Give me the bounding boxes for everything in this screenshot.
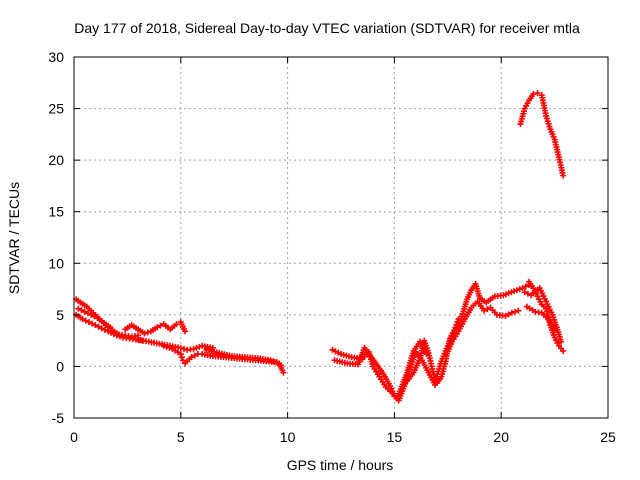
trace-marker: [95, 323, 102, 330]
data-point: [179, 357, 186, 364]
data-point: [160, 342, 167, 349]
y-tick-label: 20: [48, 152, 64, 168]
trace-marker: [84, 310, 91, 317]
data-point: [190, 345, 197, 352]
trace-marker: [273, 359, 280, 366]
trace-marker: [157, 322, 164, 329]
x-tick-label: 25: [600, 429, 616, 445]
data-point: [515, 307, 522, 314]
data-point: [558, 338, 565, 345]
trace-marker: [91, 313, 98, 320]
trace-marker: [89, 320, 96, 327]
trace-marker: [166, 344, 173, 351]
trace-marker: [144, 329, 151, 336]
trace-marker: [82, 317, 89, 324]
trace-marker: [270, 358, 277, 365]
series-rise-b: [442, 298, 522, 360]
data-point: [98, 325, 105, 332]
data-point: [560, 347, 567, 354]
trace-marker: [505, 311, 512, 318]
trace-marker: [196, 343, 203, 350]
data-point: [519, 285, 526, 292]
data-point: [75, 305, 82, 312]
data-point: [511, 288, 518, 295]
data-point: [79, 315, 86, 322]
y-tick-label: 0: [56, 358, 64, 374]
data-point: [429, 368, 436, 375]
x-tick-label: 20: [493, 429, 509, 445]
data-point: [177, 351, 184, 358]
data-point: [113, 332, 120, 339]
y-tick-label: 30: [48, 49, 64, 65]
x-axis-label: GPS time / hours: [287, 457, 394, 473]
data-point: [508, 309, 515, 316]
data-point: [154, 324, 161, 331]
series-rise-a: [431, 280, 532, 385]
data-point: [267, 357, 274, 364]
data-point: [280, 369, 287, 376]
chart-title: Day 177 of 2018, Sidereal Day-to-day VTE…: [74, 20, 580, 36]
data-point: [521, 289, 528, 296]
trace-marker: [513, 287, 520, 294]
data-point: [107, 324, 114, 331]
y-axis-label: SDTVAR / TECUs: [6, 182, 22, 294]
data-point: [81, 308, 88, 315]
trace-marker: [116, 333, 123, 340]
trace-marker: [193, 344, 200, 351]
plot-frame: [73, 56, 609, 419]
data-point: [188, 354, 195, 361]
grid: [74, 57, 608, 418]
series-late-b: [521, 285, 565, 345]
trace-marker: [191, 352, 198, 359]
data-point: [85, 319, 92, 326]
x-tick-label: 5: [177, 429, 185, 445]
series-morning-flat: [135, 336, 216, 353]
x-tick-label: 10: [280, 429, 296, 445]
trace-marker: [522, 283, 529, 290]
y-tick-label: 25: [48, 101, 64, 117]
trace-marker: [181, 345, 188, 352]
trace-marker: [178, 354, 185, 361]
data-point: [481, 307, 488, 314]
data-point: [141, 330, 148, 337]
y-tick-label: 10: [48, 255, 64, 271]
trace-marker: [516, 286, 523, 293]
data-point: [92, 322, 99, 329]
trace-marker: [101, 326, 108, 333]
trace-marker: [524, 290, 531, 297]
x-tick-label: 15: [387, 429, 403, 445]
trace-marker: [512, 308, 519, 315]
data-point: [551, 327, 558, 334]
y-tick-label: -5: [52, 410, 65, 426]
data-point: [173, 321, 180, 328]
trace-marker: [484, 306, 491, 313]
series-early-lower: [73, 311, 146, 344]
data-point: [534, 90, 541, 97]
tick-labels: 0 5 10 15 20 25 -5 0 5 10 15 20 25 30: [48, 49, 616, 445]
data-point: [530, 91, 537, 98]
data-points: [73, 90, 567, 404]
series-late-high: [517, 90, 567, 179]
y-tick-label: 15: [48, 204, 64, 220]
series-mid-trail-b: [203, 346, 287, 376]
data-point: [209, 344, 216, 351]
trace-marker: [78, 307, 85, 314]
trace-marker: [163, 343, 170, 350]
data-point: [560, 172, 567, 179]
tick-marks: [73, 56, 609, 419]
data-point: [502, 312, 509, 319]
x-tick-label: 0: [70, 429, 78, 445]
series-late-c: [523, 303, 558, 334]
data-point: [88, 311, 95, 318]
series-early-mid: [75, 305, 114, 331]
series-morning-hump: [122, 319, 189, 337]
y-tick-label: 5: [56, 307, 64, 323]
data-point: [182, 328, 189, 335]
data-point: [177, 344, 184, 351]
series-morning-dip: [160, 342, 201, 367]
